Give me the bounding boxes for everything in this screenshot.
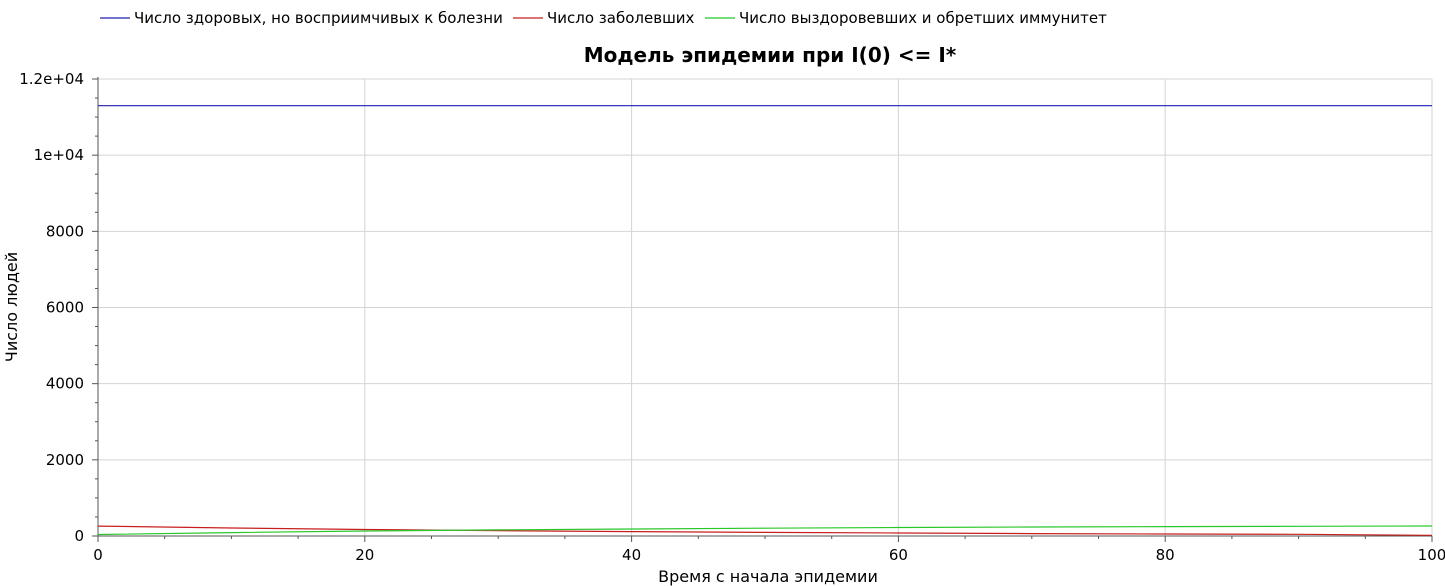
series-group xyxy=(97,105,1433,536)
y-tick-label: 1.2e+04 xyxy=(19,70,84,88)
y-tick-label: 2000 xyxy=(46,451,84,469)
legend-item-2: Число заболевших xyxy=(513,9,695,27)
y-tick-label: 1e+04 xyxy=(34,146,84,164)
y-axis-label: Число людей xyxy=(2,252,21,362)
legend-label: Число выздоровевших и обретших иммунитет xyxy=(739,9,1107,27)
x-tick-label: 40 xyxy=(622,546,641,564)
legend: Число здоровых, но восприимчивых к болез… xyxy=(100,9,1107,27)
grid xyxy=(97,78,1433,537)
series-line-2 xyxy=(97,525,1433,536)
x-tick-label: 20 xyxy=(355,546,374,564)
x-axis-label: Время с начала эпидемии xyxy=(658,567,878,586)
x-tick-label: 80 xyxy=(1156,546,1175,564)
chart-title: Модель эпидемии при I(0) <= I* xyxy=(584,43,957,67)
legend-label: Число заболевших xyxy=(547,9,695,27)
y-tick-label: 0 xyxy=(74,527,84,545)
x-tick-label: 0 xyxy=(93,546,103,564)
legend-item-1: Число здоровых, но восприимчивых к болез… xyxy=(100,9,503,27)
x-tick-label: 60 xyxy=(889,546,908,564)
series-line-3 xyxy=(97,525,1433,536)
y-tick-label: 8000 xyxy=(46,222,84,240)
axes: 0 20 40 60 80 100 0 2000 4000 6000 8000 1e+04 1.2e+0… xyxy=(19,70,1445,564)
x-tick-label: 100 xyxy=(1418,546,1445,564)
y-tick-label: 4000 xyxy=(46,375,84,393)
legend-label: Число здоровых, но восприимчивых к болез… xyxy=(134,9,503,27)
y-tick-label: 6000 xyxy=(46,299,84,317)
legend-item-3: Число выздоровевших и обретших иммунитет xyxy=(705,9,1107,27)
